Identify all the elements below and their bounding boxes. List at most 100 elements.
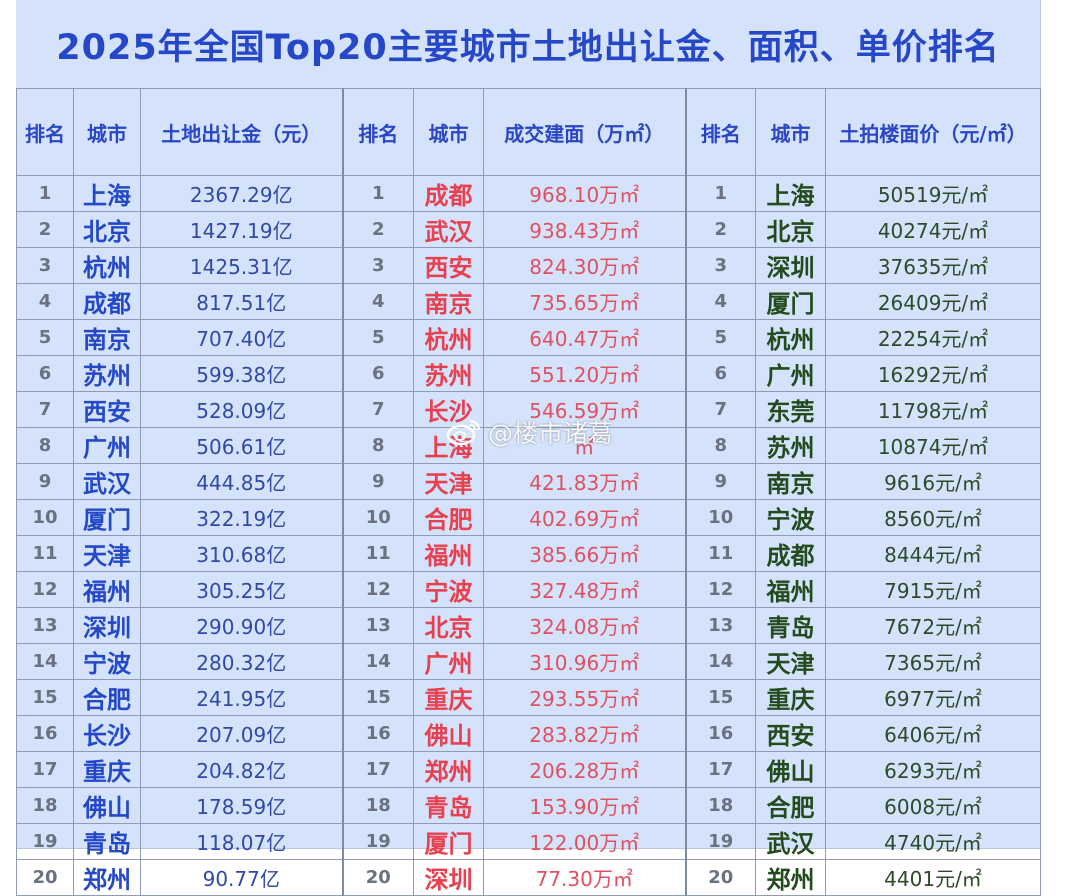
price-rank-cell: 13 bbox=[684, 607, 756, 644]
area-city-cell: 广州 bbox=[413, 643, 484, 680]
revenue-city-cell: 佛山 bbox=[73, 787, 141, 824]
header-rank: 排名 bbox=[684, 88, 756, 176]
area-value-cell: 327.48万㎡ bbox=[483, 571, 686, 608]
table-row: 17 重庆 204.82亿 17 郑州 206.28万㎡ 17 佛山 6293元/㎡ bbox=[16, 751, 1041, 788]
revenue-rank-cell: 4 bbox=[16, 283, 74, 320]
revenue-city-cell: 深圳 bbox=[73, 607, 141, 644]
revenue-value-cell: 241.95亿 bbox=[140, 679, 343, 716]
area-value-cell: 293.55万㎡ bbox=[483, 679, 686, 716]
header-area: 成交建面（万㎡） bbox=[483, 88, 686, 176]
revenue-value-cell: 118.07亿 bbox=[140, 823, 343, 860]
header-city: 城市 bbox=[413, 88, 484, 176]
area-city-cell: 西安 bbox=[413, 247, 484, 284]
table-row: 3 杭州 1425.31亿 3 西安 824.30万㎡ 3 深圳 37635元/㎡ bbox=[16, 247, 1041, 284]
area-value-cell: 938.43万㎡ bbox=[483, 211, 686, 248]
table-row: 10 厦门 322.19亿 10 合肥 402.69万㎡ 10 宁波 8560元/㎡ bbox=[16, 499, 1041, 536]
revenue-value-cell: 305.25亿 bbox=[140, 571, 343, 608]
area-rank-cell: 12 bbox=[341, 571, 414, 608]
revenue-value-cell: 204.82亿 bbox=[140, 751, 343, 788]
price-city-cell: 郑州 bbox=[755, 859, 826, 896]
price-rank-cell: 4 bbox=[684, 283, 756, 320]
area-city-cell: 成都 bbox=[413, 175, 484, 212]
price-rank-cell: 1 bbox=[684, 175, 756, 212]
revenue-rank-cell: 2 bbox=[16, 211, 74, 248]
weibo-logo-icon bbox=[446, 419, 481, 446]
area-rank-cell: 3 bbox=[341, 247, 414, 284]
revenue-city-cell: 武汉 bbox=[73, 463, 141, 500]
revenue-rank-cell: 6 bbox=[16, 355, 74, 392]
area-city-cell: 重庆 bbox=[413, 679, 484, 716]
price-rank-cell: 7 bbox=[684, 391, 756, 428]
table-row: 2 北京 1427.19亿 2 武汉 938.43万㎡ 2 北京 40274元/㎡ bbox=[16, 211, 1041, 248]
price-value-cell: 10874元/㎡ bbox=[825, 427, 1041, 464]
area-city-cell: 武汉 bbox=[413, 211, 484, 248]
table-row: 1 上海 2367.29亿 1 成都 968.10万㎡ 1 上海 50519元/㎡ bbox=[16, 175, 1041, 212]
revenue-city-cell: 西安 bbox=[73, 391, 141, 428]
area-city-cell: 杭州 bbox=[413, 319, 484, 356]
revenue-rank-cell: 20 bbox=[16, 859, 74, 896]
price-rank-cell: 3 bbox=[684, 247, 756, 284]
header-city: 城市 bbox=[73, 88, 141, 176]
area-rank-cell: 8 bbox=[341, 427, 414, 464]
area-rank-cell: 7 bbox=[341, 391, 414, 428]
revenue-value-cell: 2367.29亿 bbox=[140, 175, 343, 212]
table-row: 13 深圳 290.90亿 13 北京 324.08万㎡ 13 青岛 7672元/㎡ bbox=[16, 607, 1041, 644]
area-city-cell: 福州 bbox=[413, 535, 484, 572]
revenue-value-cell: 207.09亿 bbox=[140, 715, 343, 752]
price-rank-cell: 11 bbox=[684, 535, 756, 572]
table-row: 7 西安 528.09亿 7 长沙 546.59万㎡ 7 东莞 11798元/㎡ bbox=[16, 391, 1041, 428]
area-city-cell: 宁波 bbox=[413, 571, 484, 608]
revenue-rank-cell: 19 bbox=[16, 823, 74, 860]
area-rank-cell: 14 bbox=[341, 643, 414, 680]
revenue-city-cell: 成都 bbox=[73, 283, 141, 320]
table-row: 20 郑州 90.77亿 20 深圳 77.30万㎡ 20 郑州 4401元/㎡ bbox=[16, 859, 1041, 896]
price-value-cell: 8444元/㎡ bbox=[825, 535, 1041, 572]
price-rank-cell: 16 bbox=[684, 715, 756, 752]
revenue-city-cell: 北京 bbox=[73, 211, 141, 248]
price-value-cell: 50519元/㎡ bbox=[825, 175, 1041, 212]
revenue-rank-cell: 16 bbox=[16, 715, 74, 752]
revenue-rank-cell: 18 bbox=[16, 787, 74, 824]
area-rank-cell: 5 bbox=[341, 319, 414, 356]
price-rank-cell: 6 bbox=[684, 355, 756, 392]
revenue-city-cell: 杭州 bbox=[73, 247, 141, 284]
area-value-cell: 640.47万㎡ bbox=[483, 319, 686, 356]
watermark: @楼市诸葛 bbox=[446, 416, 613, 448]
revenue-value-cell: 599.38亿 bbox=[140, 355, 343, 392]
price-value-cell: 16292元/㎡ bbox=[825, 355, 1041, 392]
price-rank-cell: 2 bbox=[684, 211, 756, 248]
area-city-cell: 北京 bbox=[413, 607, 484, 644]
revenue-rank-cell: 1 bbox=[16, 175, 74, 212]
revenue-rank-cell: 10 bbox=[16, 499, 74, 536]
revenue-city-cell: 天津 bbox=[73, 535, 141, 572]
price-city-cell: 北京 bbox=[755, 211, 826, 248]
area-rank-cell: 6 bbox=[341, 355, 414, 392]
revenue-value-cell: 90.77亿 bbox=[140, 859, 343, 896]
price-rank-cell: 8 bbox=[684, 427, 756, 464]
area-value-cell: 206.28万㎡ bbox=[483, 751, 686, 788]
revenue-city-cell: 长沙 bbox=[73, 715, 141, 752]
revenue-city-cell: 上海 bbox=[73, 175, 141, 212]
area-city-cell: 佛山 bbox=[413, 715, 484, 752]
area-value-cell: 421.83万㎡ bbox=[483, 463, 686, 500]
price-city-cell: 厦门 bbox=[755, 283, 826, 320]
price-city-cell: 青岛 bbox=[755, 607, 826, 644]
header-unit-price: 土拍楼面价（元/㎡） bbox=[825, 88, 1041, 176]
area-value-cell: ㎡ bbox=[483, 427, 686, 464]
revenue-city-cell: 广州 bbox=[73, 427, 141, 464]
header-city: 城市 bbox=[755, 88, 826, 176]
area-city-cell: 南京 bbox=[413, 283, 484, 320]
price-city-cell: 武汉 bbox=[755, 823, 826, 860]
table-row: 4 成都 817.51亿 4 南京 735.65万㎡ 4 厦门 26409元/㎡ bbox=[16, 283, 1041, 320]
area-city-cell: 天津 bbox=[413, 463, 484, 500]
page-title: 2025年全国Top20主要城市土地出让金、面积、单价排名 bbox=[56, 27, 1000, 68]
price-city-cell: 上海 bbox=[755, 175, 826, 212]
table-row: 14 宁波 280.32亿 14 广州 310.96万㎡ 14 天津 7365元/㎡ bbox=[16, 643, 1041, 680]
price-value-cell: 22254元/㎡ bbox=[825, 319, 1041, 356]
price-city-cell: 宁波 bbox=[755, 499, 826, 536]
header-row: 排名 城市 土地出让金（元） 排名 城市 成交建面（万㎡） 排名 城市 土拍楼面… bbox=[16, 88, 1041, 176]
revenue-rank-cell: 11 bbox=[16, 535, 74, 572]
area-value-cell: 77.30万㎡ bbox=[483, 859, 686, 896]
area-city-cell: 厦门 bbox=[413, 823, 484, 860]
